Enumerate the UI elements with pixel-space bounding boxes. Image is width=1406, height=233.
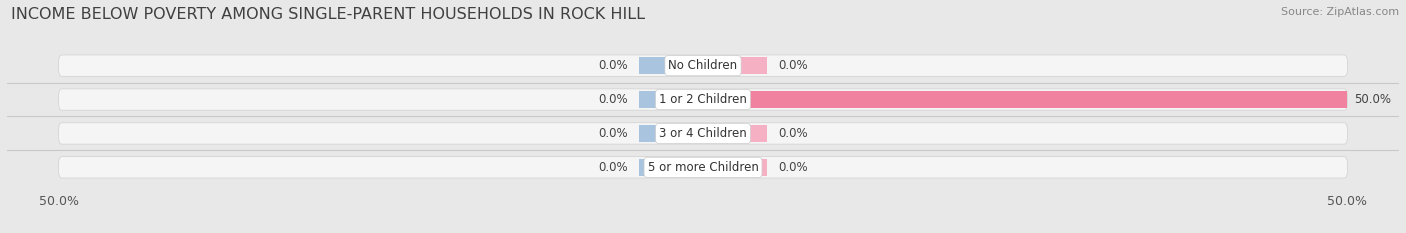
Bar [703, 91, 1347, 108]
Text: INCOME BELOW POVERTY AMONG SINGLE-PARENT HOUSEHOLDS IN ROCK HILL: INCOME BELOW POVERTY AMONG SINGLE-PARENT… [11, 7, 645, 22]
Bar [638, 159, 703, 176]
Text: 0.0%: 0.0% [599, 127, 628, 140]
Text: 5 or more Children: 5 or more Children [648, 161, 758, 174]
Text: 3 or 4 Children: 3 or 4 Children [659, 127, 747, 140]
FancyBboxPatch shape [59, 55, 1347, 76]
Text: 0.0%: 0.0% [778, 161, 807, 174]
Text: No Children: No Children [668, 59, 738, 72]
Text: 0.0%: 0.0% [778, 127, 807, 140]
Bar [703, 159, 768, 176]
Text: 1 or 2 Children: 1 or 2 Children [659, 93, 747, 106]
Bar [703, 125, 768, 142]
Text: 0.0%: 0.0% [599, 161, 628, 174]
Text: Source: ZipAtlas.com: Source: ZipAtlas.com [1281, 7, 1399, 17]
Bar [703, 57, 768, 74]
Bar [638, 57, 703, 74]
Text: 0.0%: 0.0% [599, 59, 628, 72]
FancyBboxPatch shape [59, 89, 1347, 110]
FancyBboxPatch shape [59, 123, 1347, 144]
Text: 0.0%: 0.0% [599, 93, 628, 106]
Text: 0.0%: 0.0% [778, 59, 807, 72]
FancyBboxPatch shape [59, 157, 1347, 178]
Bar [638, 91, 703, 108]
Bar [638, 125, 703, 142]
Text: 50.0%: 50.0% [1354, 93, 1391, 106]
